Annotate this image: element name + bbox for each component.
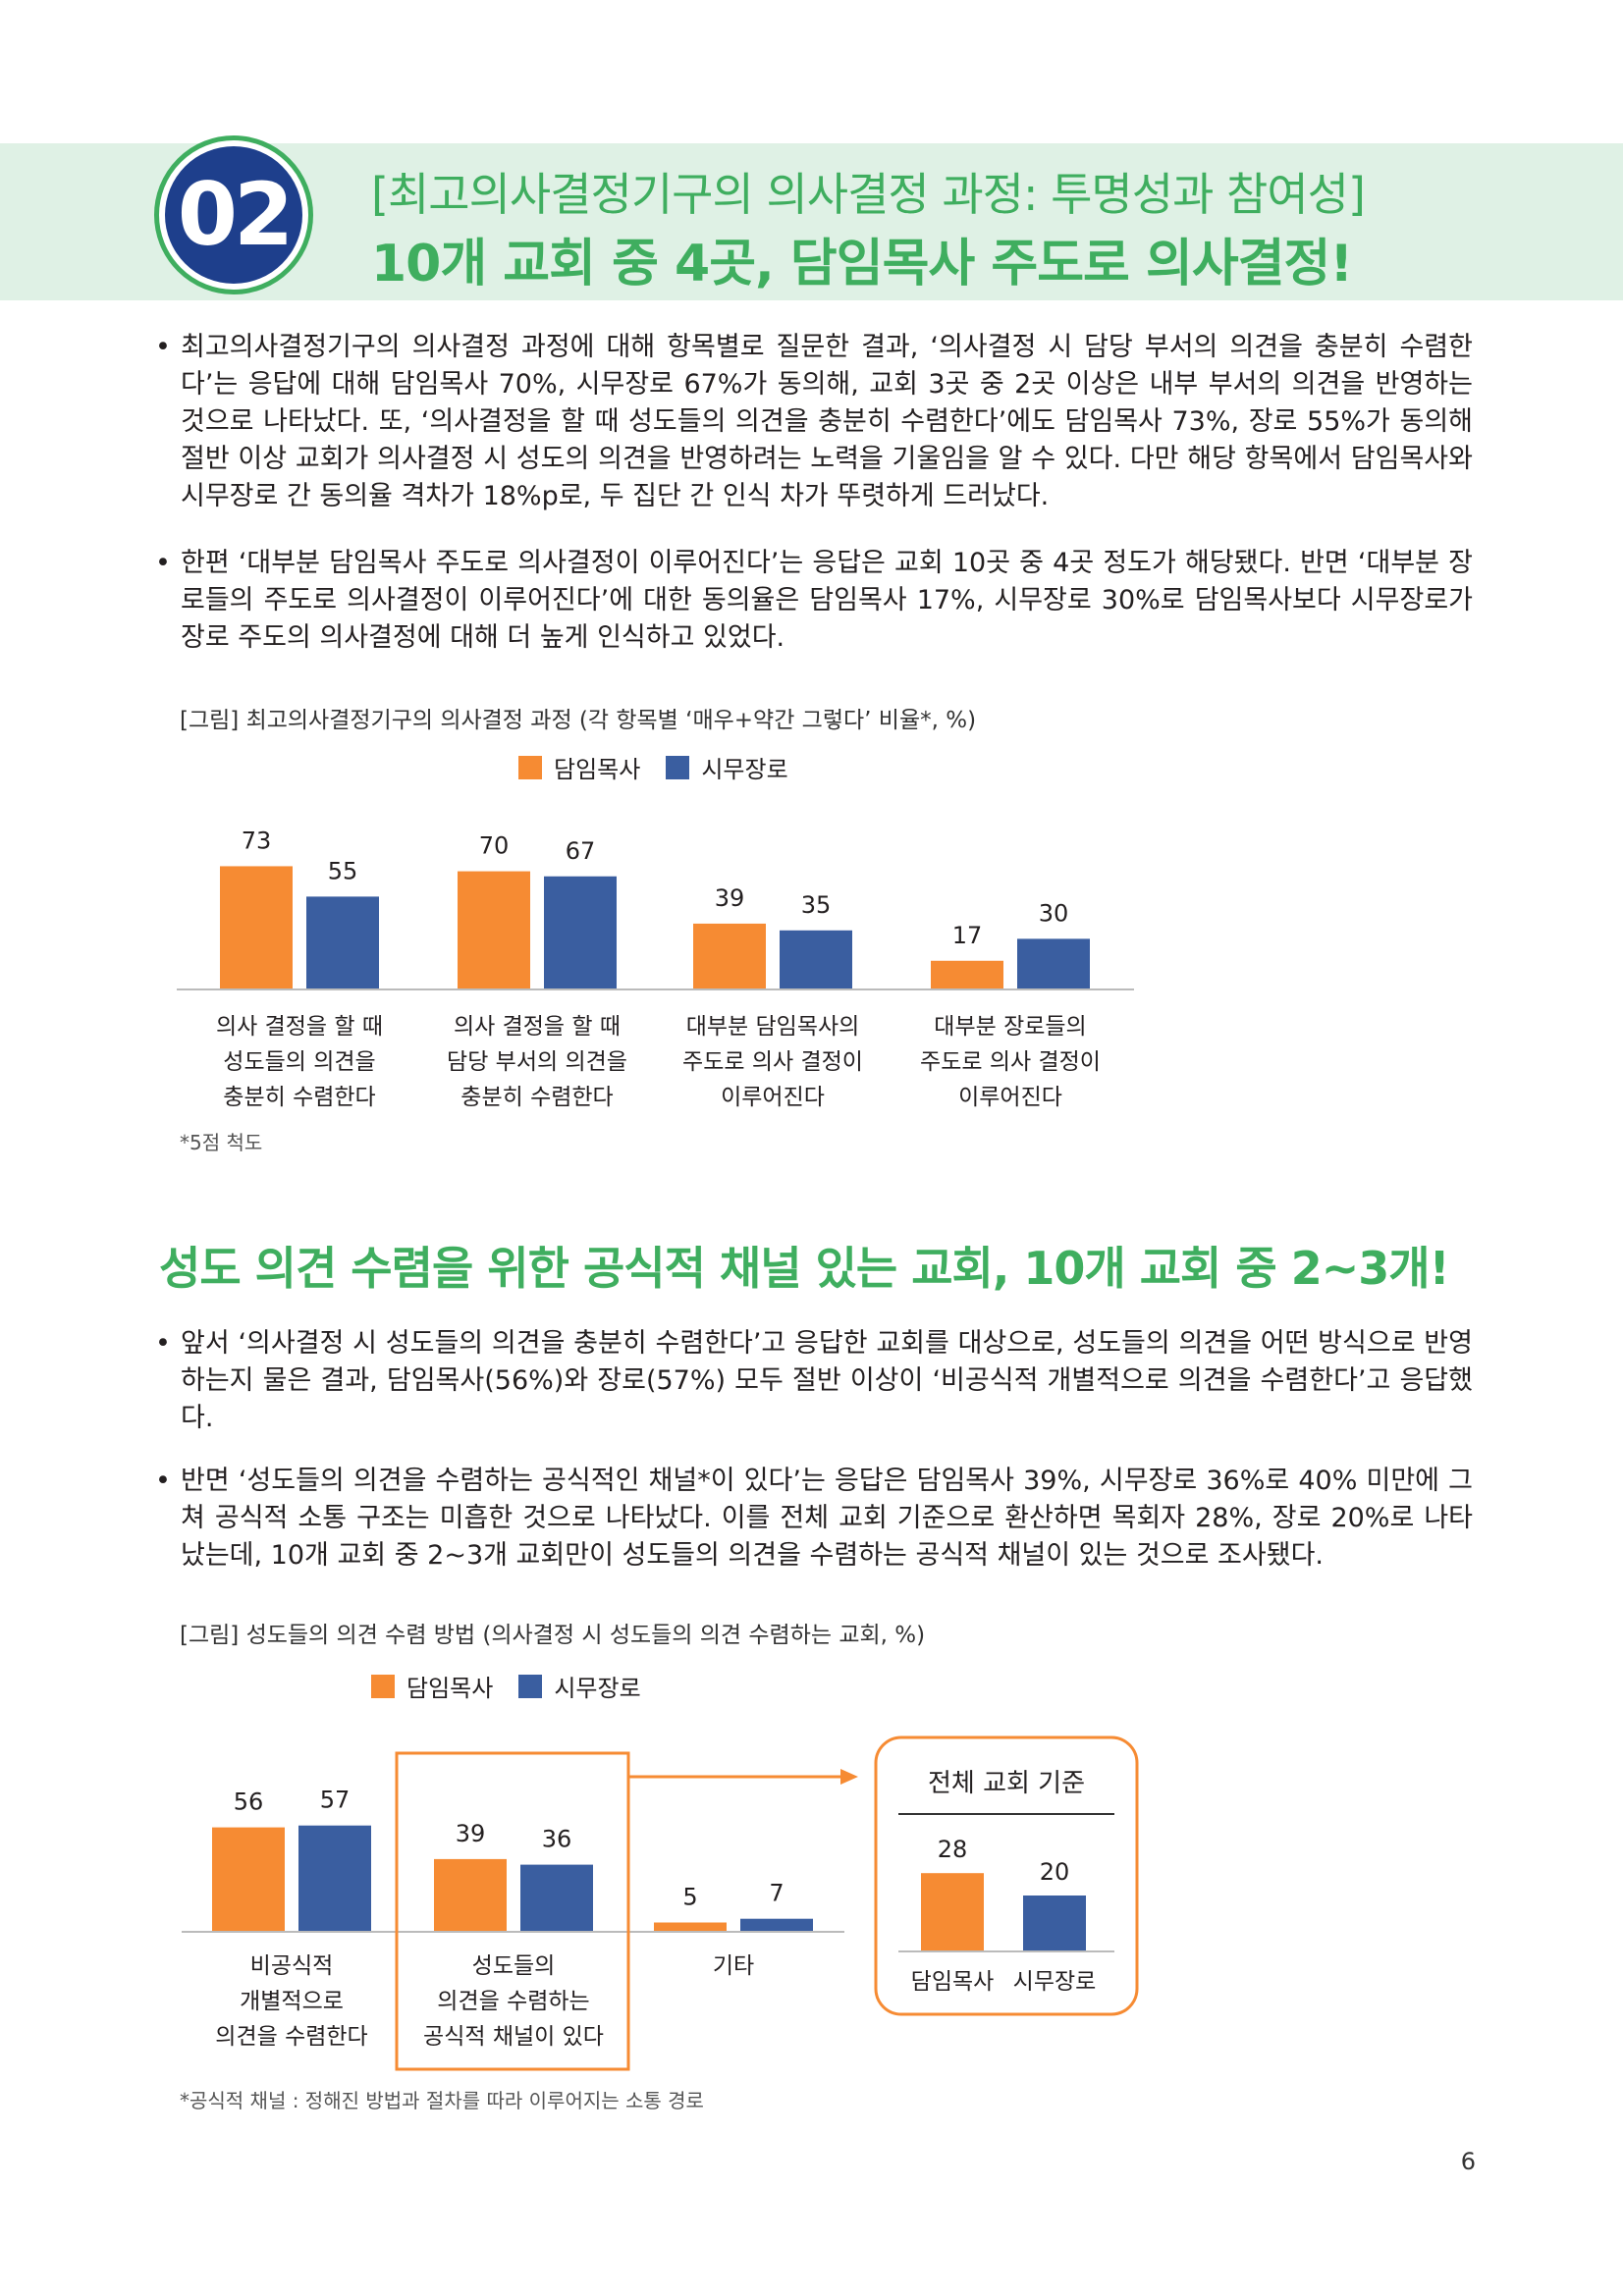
bar-pastor-2 [654, 1922, 727, 1932]
highlight-box [395, 1751, 630, 2071]
legend-swatch-blue [518, 1674, 543, 1698]
category-label: 대부분 장로들의 [934, 1014, 1086, 1040]
data-label: 56 [234, 1789, 264, 1816]
legend-swatch-orange [518, 755, 542, 779]
data-label: 28 [938, 1836, 968, 1863]
bar-pastor-0 [212, 1827, 285, 1932]
data-label: 55 [328, 857, 358, 884]
category-label: 비공식적 [250, 1953, 334, 1979]
category-label: 대부분 담임목사의 [686, 1014, 860, 1040]
category-label: 공식적 채널이 있다 [423, 2024, 604, 2050]
data-label: 57 [320, 1787, 351, 1814]
bullet: • [155, 548, 171, 578]
category-label: 개별적으로 [240, 1989, 344, 2014]
bar-pastor-1 [434, 1858, 507, 1932]
data-label: 7 [769, 1880, 784, 1907]
bar-elder-3 [1017, 938, 1090, 989]
header-title: 10개 교회 중 4곳, 담임목사 주도로 의사결정! [371, 235, 1353, 294]
paragraph-4: • 반면 ‘성도들의 의견을 수렴하는 공식적인 채널*이 있다’는 응답은 담… [155, 1463, 1473, 1575]
bar-elder-1 [520, 1864, 593, 1932]
bar-elder-0 [298, 1825, 371, 1932]
category-label: 기타 [713, 1953, 754, 1979]
category-label: 시무장로 [1013, 1969, 1097, 1995]
category-label: 이루어진다 [958, 1085, 1062, 1110]
data-label: 67 [566, 837, 596, 865]
bar-pastor-0 [220, 866, 293, 989]
category-label: 의사 결정을 할 때 [216, 1014, 383, 1040]
category-label: 충분히 수렴한다 [223, 1085, 375, 1110]
header-subtitle: [최고의사결정기구의 의사결정 과정: 투명성과 참여성] [371, 168, 1366, 221]
total-panel-title: 전체 교회 기준 [928, 1769, 1085, 1798]
legend-label-elder: 시무장로 [701, 756, 788, 783]
bar-elder-0 [306, 896, 379, 989]
data-label: 39 [456, 1820, 486, 1847]
chart1-note: *5점 척도 [180, 1131, 263, 1154]
data-label: 36 [542, 1826, 572, 1853]
data-label: 5 [682, 1884, 697, 1911]
bullet: • [155, 1328, 171, 1359]
bullet: • [155, 1466, 171, 1496]
data-label: 20 [1040, 1858, 1070, 1886]
data-label: 30 [1039, 899, 1069, 927]
bar-pastor-1 [458, 871, 530, 989]
bar-pastor-2 [693, 923, 766, 989]
category-label: 의견을 수렴하는 [437, 1989, 589, 2014]
legend-swatch-blue [666, 755, 690, 779]
paragraph-2-text: 한편 ‘대부분 담임목사 주도로 의사결정이 이루어진다’는 응답은 교회 10… [181, 548, 1473, 653]
bar-pastor-3 [931, 960, 1003, 989]
section-badge: 02 [154, 135, 313, 294]
category-label: 주도로 의사 결정이 [682, 1049, 863, 1075]
chart2-legend: 담임목사 시무장로 [371, 1669, 667, 1703]
section2-title: 성도 의견 수렴을 위한 공식적 채널 있는 교회, 10개 교회 중 2~3개… [159, 1242, 1450, 1295]
category-label: 주도로 의사 결정이 [920, 1049, 1101, 1075]
data-label: 39 [715, 884, 745, 912]
category-label: 담당 부서의 의견을 [447, 1049, 627, 1075]
chart1-legend: 담임목사 시무장로 [518, 750, 814, 784]
chart1-caption: [그림] 최고의사결정기구의 의사결정 과정 (각 항목별 ‘매우+약간 그렇다… [180, 708, 977, 733]
category-label: 의사 결정을 할 때 [454, 1014, 621, 1040]
category-label: 의견을 수렴한다 [215, 2024, 367, 2050]
paragraph-4-text: 반면 ‘성도들의 의견을 수렴하는 공식적인 채널*이 있다’는 응답은 담임목… [181, 1466, 1473, 1571]
arrow-head [840, 1769, 858, 1785]
paragraph-1-text: 최고의사결정기구의 의사결정 과정에 대해 항목별로 질문한 결과, ‘의사결정… [181, 332, 1473, 511]
legend-swatch-orange [371, 1674, 395, 1698]
bar-elder-2 [780, 930, 852, 989]
badge-number: 02 [165, 146, 302, 284]
data-label: 73 [242, 827, 272, 854]
page-number: 6 [1460, 2148, 1476, 2175]
category-label: 충분히 수렴한다 [460, 1085, 613, 1110]
chart2-caption: [그림] 성도들의 의견 수렴 방법 (의사결정 시 성도들의 의견 수렴하는 … [180, 1623, 926, 1648]
chart2-note: *공식적 채널 : 정해진 방법과 절차를 따라 이루어지는 소통 경로 [180, 2089, 704, 2112]
bar-elder-2 [740, 1918, 813, 1932]
data-label: 70 [479, 832, 510, 860]
legend-label-pastor: 담임목사 [554, 756, 641, 783]
category-label: 담임목사 [911, 1969, 995, 1995]
paragraph-2: • 한편 ‘대부분 담임목사 주도로 의사결정이 이루어진다’는 응답은 교회 … [155, 545, 1473, 657]
paragraph-1: • 최고의사결정기구의 의사결정 과정에 대해 항목별로 질문한 결과, ‘의사… [155, 329, 1473, 515]
bullet: • [155, 332, 171, 362]
total-bar-1 [1023, 1896, 1086, 1951]
legend-label-pastor: 담임목사 [406, 1675, 494, 1702]
paragraph-3: • 앞서 ‘의사결정 시 성도들의 의견을 충분히 수렴한다’고 응답한 교회를… [155, 1325, 1473, 1437]
total-bar-0 [921, 1873, 984, 1951]
category-label: 성도들의 [472, 1953, 556, 1979]
bar-elder-1 [544, 876, 617, 989]
data-label: 35 [801, 891, 832, 919]
category-label: 성도들의 의견을 [223, 1049, 375, 1075]
category-label: 이루어진다 [721, 1085, 825, 1110]
legend-label-elder: 시무장로 [554, 1675, 641, 1702]
data-label: 17 [952, 922, 983, 949]
paragraph-3-text: 앞서 ‘의사결정 시 성도들의 의견을 충분히 수렴한다’고 응답한 교회를 대… [181, 1328, 1473, 1433]
